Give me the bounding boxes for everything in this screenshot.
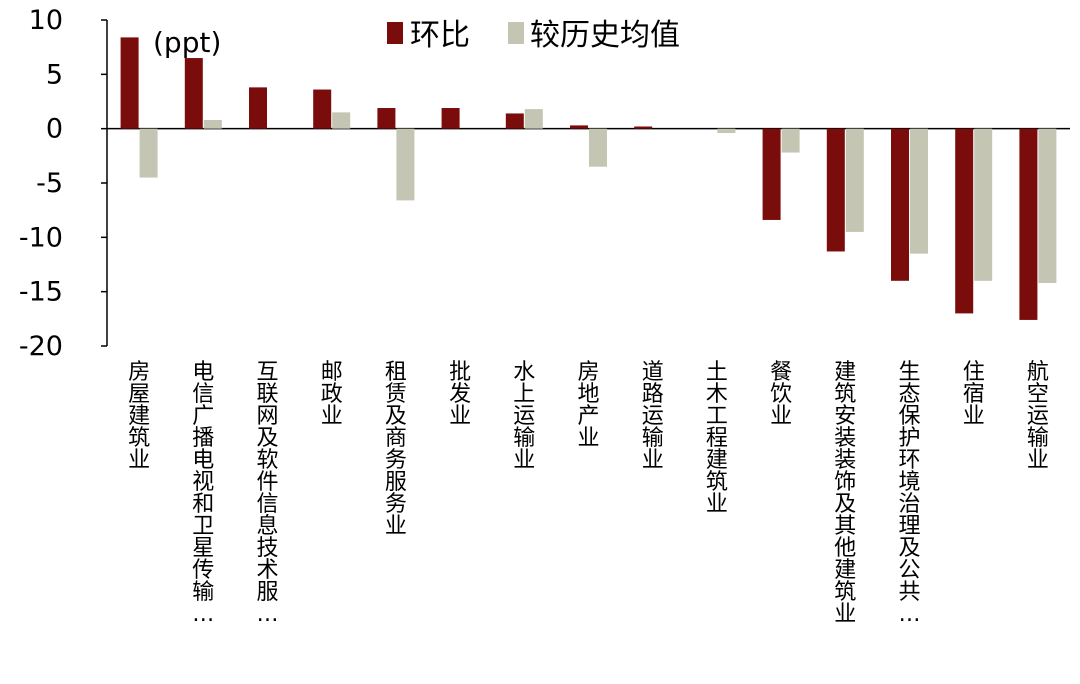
y-tick-label: -15 xyxy=(19,277,63,308)
category-label: 电信广播电视和卫星传输… xyxy=(192,360,214,627)
category-label: 餐饮业 xyxy=(770,360,792,429)
category-label: 批发业 xyxy=(449,360,471,429)
legend-swatch-mom xyxy=(387,22,403,44)
bar-mom xyxy=(1019,128,1038,320)
bar-mom xyxy=(313,89,332,129)
bar-group xyxy=(120,37,1057,320)
bar-mom xyxy=(762,128,781,220)
category-label: 住宿业 xyxy=(963,360,985,429)
legend-label-hist: 较历史均值 xyxy=(530,18,680,53)
bar-mom xyxy=(570,125,588,129)
bar-mom xyxy=(249,87,267,129)
category-label: 土木工程建筑业 xyxy=(706,360,728,517)
y-tick-label: -5 xyxy=(36,168,63,199)
legend-swatch-hist xyxy=(508,22,524,44)
category-label-group: 房屋建筑业 电信广播电视和卫星传输… 互联网及软件信息技术服… 邮政业 租赁及商务服务业… xyxy=(128,360,1049,627)
bar-mom xyxy=(184,58,203,129)
bar-vs-hist-avg xyxy=(781,128,800,153)
bar-vs-hist-avg xyxy=(524,109,543,129)
bar-mom xyxy=(891,128,909,281)
bar-mom xyxy=(120,37,139,129)
y-axis: 10 5 0 -5 -10 -15 -20 xyxy=(19,5,108,362)
category-label: 建筑安装装饰及其他建筑业 xyxy=(834,360,856,627)
bar-mom xyxy=(377,108,396,129)
bar-vs-hist-avg xyxy=(717,128,736,134)
y-tick-label: 5 xyxy=(46,59,63,90)
bar-mom xyxy=(955,128,974,314)
legend: 环比 较历史均值 xyxy=(387,18,680,53)
bar-vs-hist-avg xyxy=(845,128,864,232)
category-label: 房地产业 xyxy=(577,360,599,451)
y-tick-label: 0 xyxy=(46,114,63,145)
bar-vs-hist-avg xyxy=(396,128,415,201)
category-label: 道路运输业 xyxy=(642,360,664,473)
bar-vs-hist-avg xyxy=(974,128,993,281)
category-label: 互联网及软件信息技术服… xyxy=(256,360,278,627)
category-label: 房屋建筑业 xyxy=(128,360,150,473)
bar-vs-hist-avg xyxy=(332,112,351,129)
bar-vs-hist-avg xyxy=(589,128,607,167)
y-tick-label: -20 xyxy=(19,331,63,362)
unit-label: (ppt) xyxy=(153,26,221,59)
bar-vs-hist-avg xyxy=(203,119,222,129)
bar-mom xyxy=(634,126,653,129)
bar-vs-hist-avg xyxy=(139,128,158,178)
category-label: 租赁及商务服务业 xyxy=(385,360,407,539)
y-tick-label: 10 xyxy=(29,5,63,36)
category-label: 邮政业 xyxy=(321,360,343,429)
y-tick-label: -10 xyxy=(19,222,63,253)
category-label: 水上运输业 xyxy=(513,360,535,473)
category-label: 航空运输业 xyxy=(1027,360,1049,473)
bar-mom xyxy=(505,113,524,129)
bar-mom xyxy=(441,108,460,129)
y-tick-group: 10 5 0 -5 -10 -15 -20 xyxy=(19,5,107,362)
bar-vs-hist-avg xyxy=(910,128,928,254)
category-label: 生态保护环境治理及公共… xyxy=(898,360,920,627)
legend-label-mom: 环比 xyxy=(410,18,470,53)
bar-mom xyxy=(826,128,845,252)
bar-vs-hist-avg xyxy=(1038,128,1057,283)
